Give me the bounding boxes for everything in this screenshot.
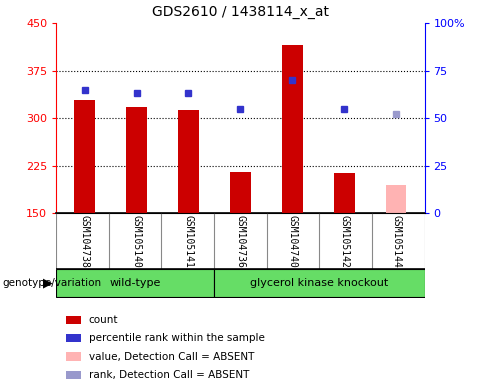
Bar: [386, 185, 407, 213]
Text: GSM105140: GSM105140: [132, 215, 142, 267]
Bar: [230, 172, 251, 213]
Bar: [334, 173, 354, 213]
Bar: [214, 270, 425, 297]
Text: GSM104738: GSM104738: [80, 215, 90, 267]
Text: percentile rank within the sample: percentile rank within the sample: [89, 333, 264, 343]
Text: GSM105141: GSM105141: [183, 215, 193, 267]
Bar: [74, 100, 95, 213]
Text: rank, Detection Call = ABSENT: rank, Detection Call = ABSENT: [89, 370, 249, 380]
Text: GSM105142: GSM105142: [339, 215, 349, 267]
Bar: [178, 110, 199, 213]
Text: ▶: ▶: [43, 277, 53, 290]
Bar: [282, 45, 303, 213]
Text: value, Detection Call = ABSENT: value, Detection Call = ABSENT: [89, 352, 254, 362]
Text: wild-type: wild-type: [110, 278, 161, 288]
Title: GDS2610 / 1438114_x_at: GDS2610 / 1438114_x_at: [152, 5, 329, 19]
Text: glycerol kinase knockout: glycerol kinase knockout: [250, 278, 388, 288]
Text: GSM104740: GSM104740: [287, 215, 297, 267]
Text: count: count: [89, 315, 118, 325]
Text: genotype/variation: genotype/variation: [2, 278, 102, 288]
Bar: [126, 107, 147, 213]
Text: GSM104736: GSM104736: [235, 215, 245, 267]
Bar: [56, 270, 214, 297]
Text: GSM105144: GSM105144: [391, 215, 401, 267]
